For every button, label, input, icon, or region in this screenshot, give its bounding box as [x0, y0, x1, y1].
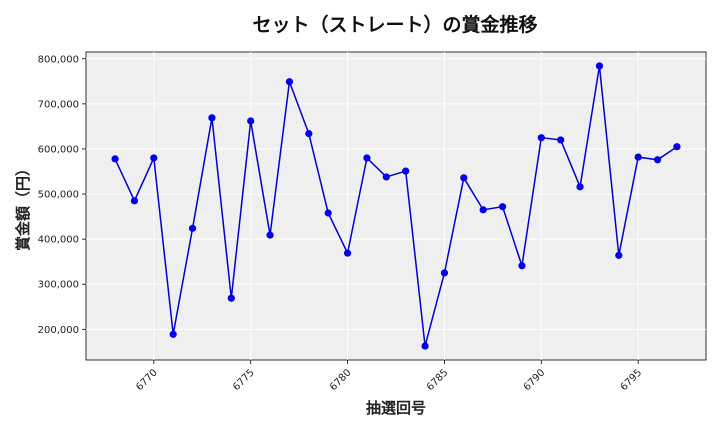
series-line: [114, 65, 678, 347]
grid-lines: [86, 52, 706, 360]
data-point: [653, 156, 662, 164]
data-point: [537, 134, 545, 142]
data-point: [150, 154, 158, 162]
data-point: [595, 62, 604, 70]
y-tick-label: 300,000: [38, 280, 79, 291]
data-point: [576, 183, 584, 191]
x-tick-label: 6770: [134, 367, 160, 393]
x-tick-label: 6780: [328, 367, 354, 393]
data-series: [111, 62, 681, 350]
data-point: [343, 249, 352, 257]
x-tick-label: 6785: [425, 367, 451, 393]
x-axis-ticks: 6770 6775 6780 6785 6790 6795: [134, 360, 644, 393]
chart-title: セット（ストレート）の賞金推移: [252, 13, 537, 36]
data-point: [285, 78, 294, 86]
data-point: [518, 262, 526, 270]
data-point: [266, 231, 274, 239]
data-point: [421, 342, 429, 350]
x-tick-label: 6790: [522, 367, 548, 393]
data-point: [382, 173, 390, 181]
data-point: [479, 206, 487, 214]
y-tick-label: 400,000: [38, 235, 79, 246]
y-axis-label: 賞金額（円）: [14, 161, 32, 251]
data-point: [615, 251, 623, 259]
y-tick-label: 800,000: [38, 54, 79, 65]
y-tick-label: 700,000: [38, 99, 79, 110]
y-axis-ticks: 200,000 300,000 400,000 500,000 600,000 700,0…: [38, 54, 86, 336]
data-point: [169, 330, 177, 338]
data-point: [440, 269, 449, 277]
x-tick-label: 6775: [231, 367, 257, 393]
data-point: [557, 136, 565, 144]
plot-area: [85, 51, 707, 361]
data-point: [460, 174, 468, 182]
data-point: [188, 224, 197, 232]
x-axis-label: 抽選回号: [366, 399, 426, 417]
x-tick-label: 6795: [619, 367, 645, 393]
data-point: [111, 155, 119, 163]
y-tick-label: 200,000: [38, 325, 79, 336]
data-point: [208, 114, 216, 122]
y-tick-label: 500,000: [38, 190, 79, 201]
data-point: [673, 143, 681, 151]
y-tick-label: 600,000: [38, 144, 79, 155]
data-point: [363, 154, 371, 162]
data-point: [247, 117, 255, 125]
data-point: [324, 209, 332, 217]
data-point: [227, 294, 235, 302]
data-point: [130, 197, 139, 205]
data-point: [498, 203, 507, 211]
data-point: [402, 167, 410, 175]
data-point: [634, 153, 642, 161]
data-point: [305, 130, 313, 138]
